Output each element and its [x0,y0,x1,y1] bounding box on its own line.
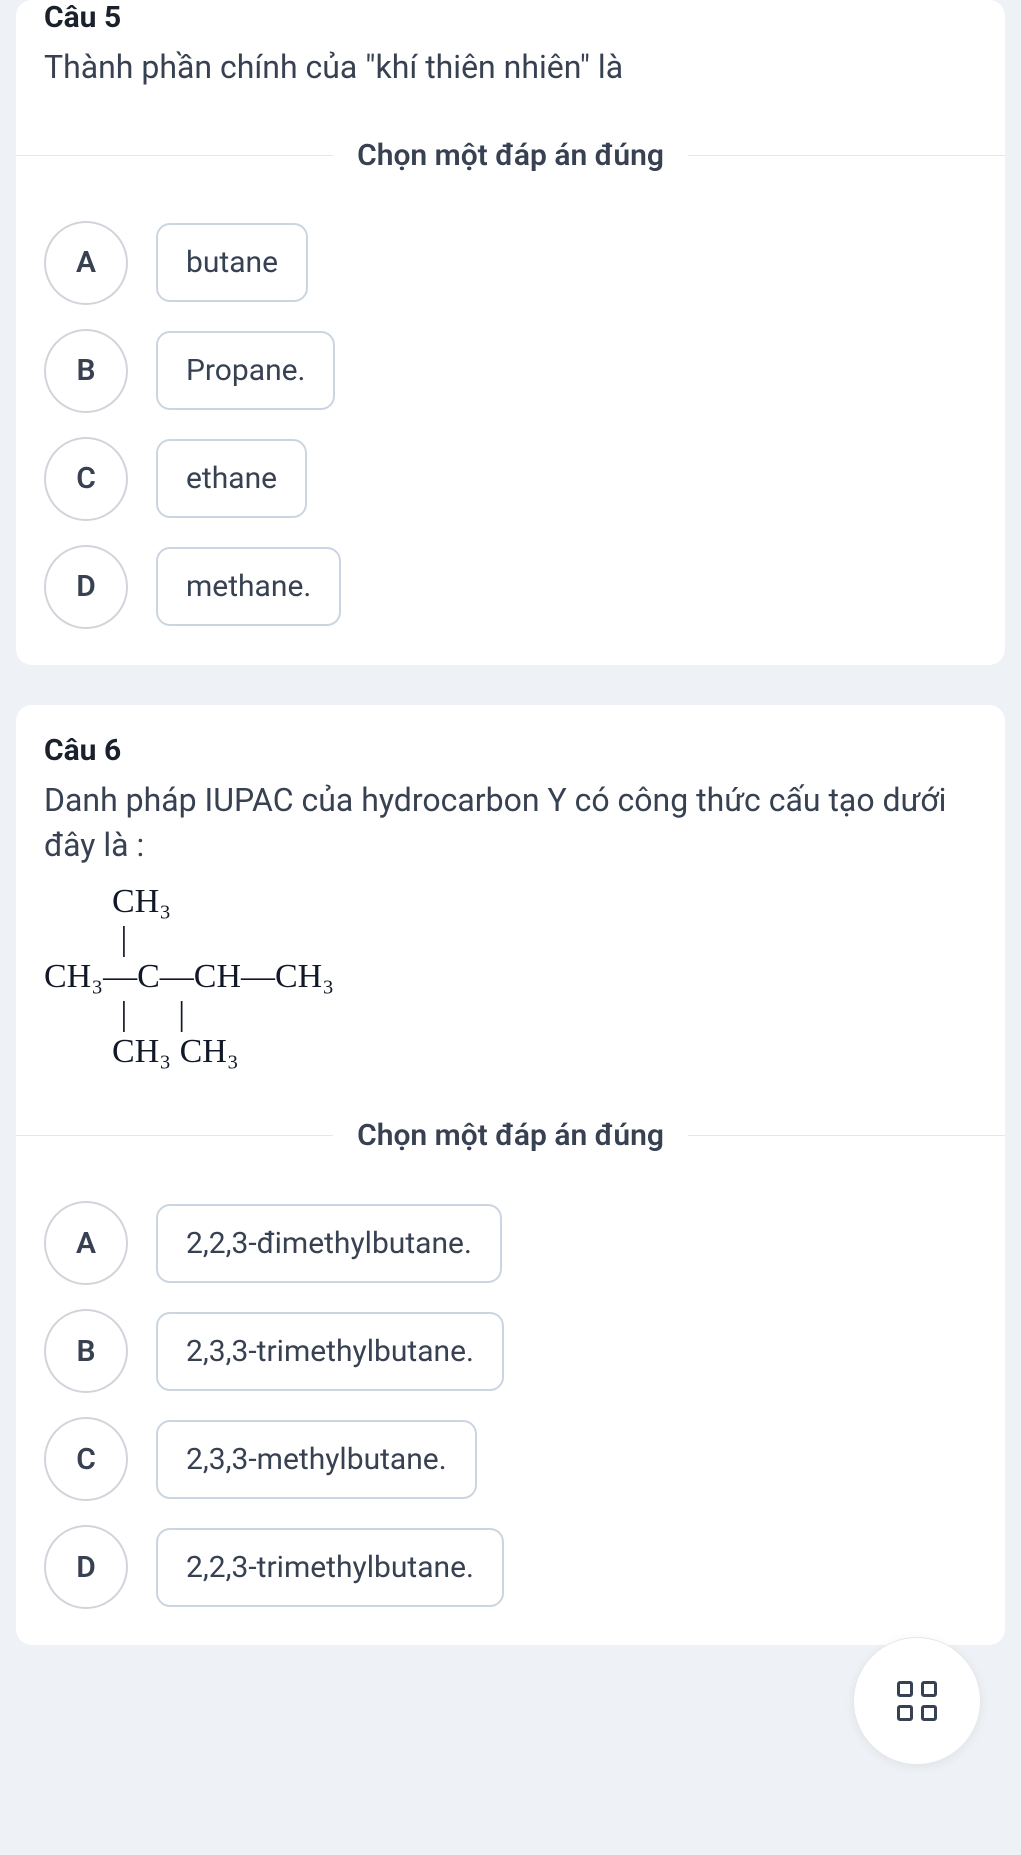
option-d[interactable]: D methane. [44,545,977,629]
option-letter: A [44,221,128,305]
divider: Chọn một đáp án đúng [16,1118,1005,1153]
option-label: 2,3,3-methylbutane. [156,1420,477,1499]
option-label: methane. [156,547,341,626]
question-number: Câu 6 [44,733,977,768]
structural-formula: CH₃ | CH₃—C—CH—CH₃ | | CH₃ CH₃ [44,883,977,1070]
option-a[interactable]: A butane [44,221,977,305]
divider-label: Chọn một đáp án đúng [333,138,688,173]
option-c[interactable]: C ethane [44,437,977,521]
divider-label: Chọn một đáp án đúng [333,1118,688,1153]
option-label: butane [156,223,308,302]
question-number: Câu 5 [44,0,977,35]
option-letter: C [44,437,128,521]
question-card-6: Câu 6 Danh pháp IUPAC của hydrocarbon Y … [16,705,1005,1646]
question-text: Danh pháp IUPAC của hydrocarbon Y có côn… [44,778,977,868]
option-letter: A [44,1201,128,1285]
option-letter: D [44,545,128,629]
question-card-5: Câu 5 Thành phần chính của "khí thiên nh… [16,0,1005,665]
divider-line [688,155,1005,156]
options-list: A 2,2,3-đimethylbutane. B 2,3,3-trimethy… [44,1201,977,1609]
option-b[interactable]: B 2,3,3-trimethylbutane. [44,1309,977,1393]
option-letter: C [44,1417,128,1501]
options-list: A butane B Propane. C ethane D methane. [44,221,977,629]
option-label: 2,3,3-trimethylbutane. [156,1312,504,1391]
grid-icon [897,1681,937,1721]
option-b[interactable]: B Propane. [44,329,977,413]
divider-line [16,1135,333,1136]
option-label: 2,2,3-đimethylbutane. [156,1204,502,1283]
option-label: ethane [156,439,307,518]
question-text: Thành phần chính của "khí thiên nhiên" l… [44,45,977,90]
option-label: 2,2,3-trimethylbutane. [156,1528,504,1607]
grid-menu-button[interactable] [853,1637,981,1765]
option-c[interactable]: C 2,3,3-methylbutane. [44,1417,977,1501]
divider-line [16,155,333,156]
option-label: Propane. [156,331,335,410]
option-letter: D [44,1525,128,1609]
divider-line [688,1135,1005,1136]
option-letter: B [44,1309,128,1393]
divider: Chọn một đáp án đúng [16,138,1005,173]
option-letter: B [44,329,128,413]
option-d[interactable]: D 2,2,3-trimethylbutane. [44,1525,977,1609]
option-a[interactable]: A 2,2,3-đimethylbutane. [44,1201,977,1285]
